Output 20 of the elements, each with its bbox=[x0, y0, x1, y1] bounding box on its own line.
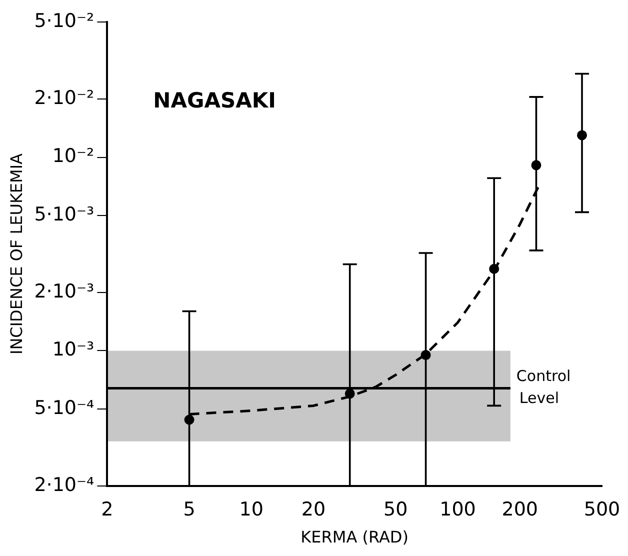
y-tick-label: 2·10⁻⁴ bbox=[34, 474, 95, 496]
y-tick-label: 10⁻³ bbox=[52, 338, 94, 361]
text: NAGASAKI bbox=[153, 88, 276, 112]
y-tick-label: 5·10⁻³ bbox=[34, 203, 94, 226]
x-tick-label: 200 bbox=[502, 498, 538, 520]
y-tick-label: 10⁻² bbox=[52, 145, 94, 168]
x-tick-label: 10 bbox=[239, 498, 264, 520]
x-tick-label: 500 bbox=[584, 498, 620, 520]
y-axis-title: INCIDENCE OF LEUKEMIA bbox=[6, 153, 26, 355]
y-tick-label: 2·10⁻³ bbox=[34, 280, 94, 302]
x-tick-label: 100 bbox=[440, 498, 476, 520]
x-tick-label: 2 bbox=[101, 498, 114, 520]
y-tick-label: 2·10⁻² bbox=[34, 86, 94, 109]
y-tick-label: 5·10⁻⁴ bbox=[34, 396, 95, 419]
y-tick-label: 5·10⁻² bbox=[34, 10, 94, 32]
x-tick-label: 20 bbox=[301, 498, 326, 520]
annotation: Control Level bbox=[516, 367, 571, 408]
x-tick-label: 5 bbox=[183, 498, 196, 520]
x-tick-label: 50 bbox=[384, 498, 408, 520]
x-axis-title: KERMA (RAD) bbox=[300, 528, 408, 547]
